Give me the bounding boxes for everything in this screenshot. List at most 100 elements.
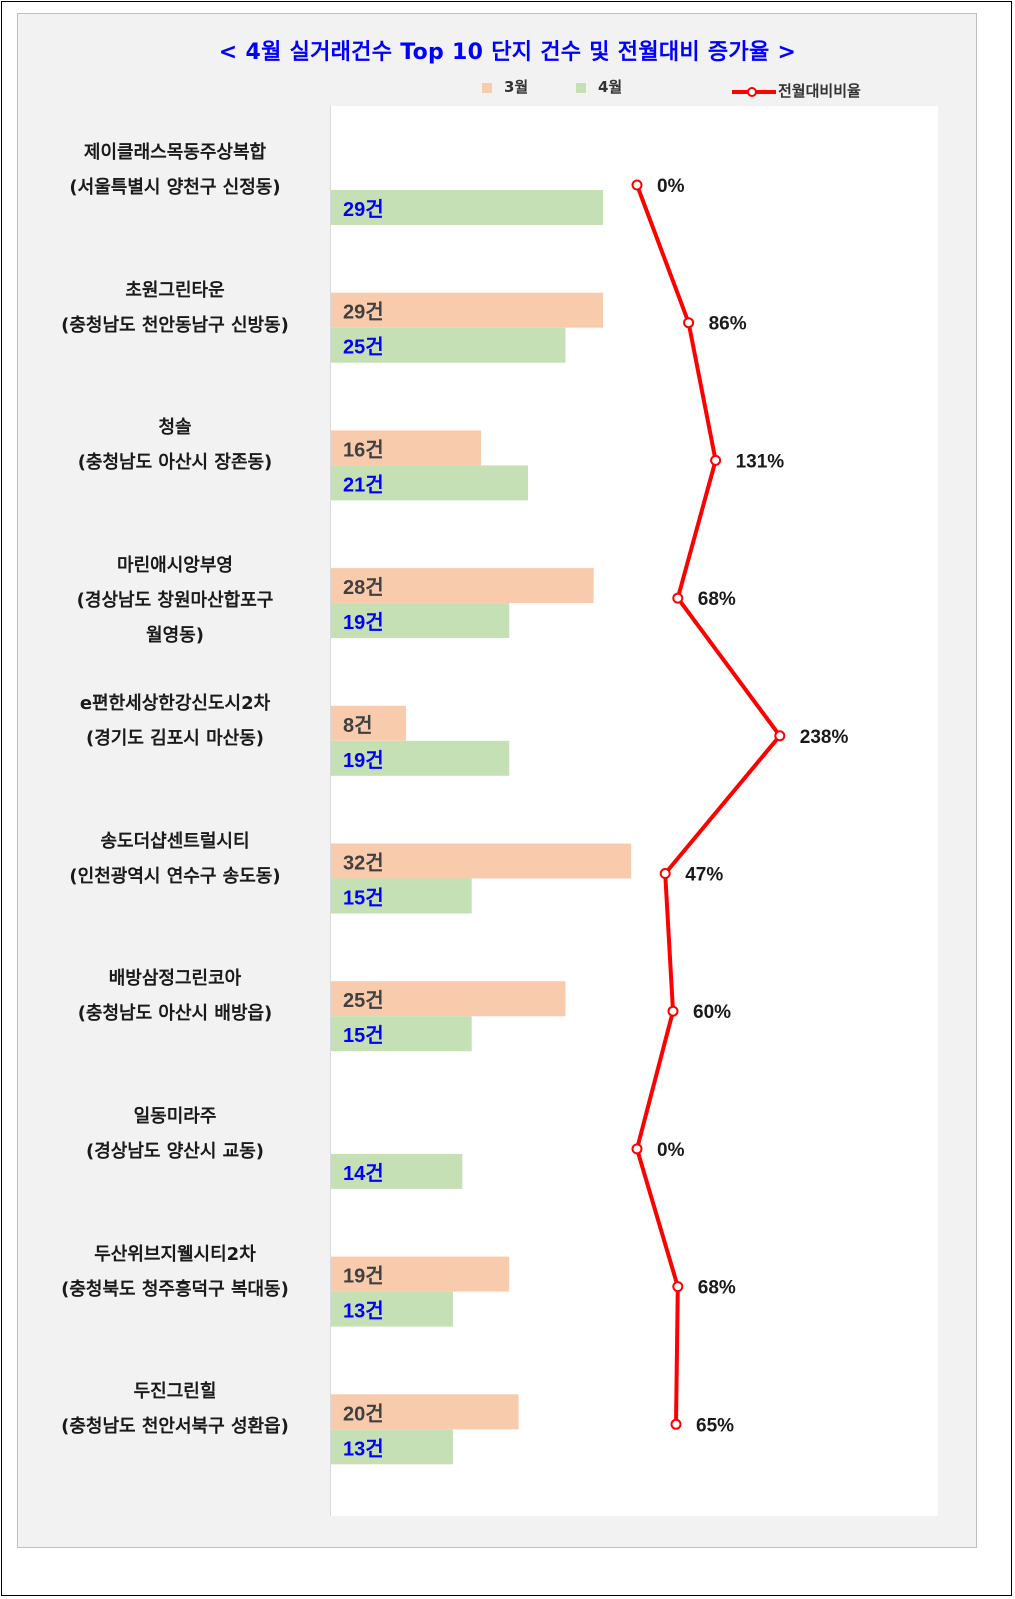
data-label-march: 8건 — [343, 714, 373, 737]
data-label-april: 21건 — [343, 473, 384, 496]
category-label-line: (경상남도 창원마산합포구 — [76, 589, 274, 611]
legend-label-march: 3월 — [504, 78, 529, 96]
data-label-april: 25건 — [343, 336, 384, 359]
category-label-line: 송도더샵센트럴시티 — [100, 830, 250, 852]
ratio-point — [631, 1143, 643, 1155]
ratio-point — [670, 1418, 682, 1430]
bar-april — [331, 190, 604, 225]
category-label-line: (경상남도 양산시 교동) — [85, 1140, 265, 1162]
ratio-point — [710, 454, 722, 466]
data-label-march: 20건 — [343, 1402, 384, 1425]
bar-march — [331, 705, 407, 741]
category-label: 두진그린힐 (충청남도 천안서북구 성환읍) — [30, 1374, 320, 1444]
bar-april — [331, 1429, 453, 1465]
bar-march — [331, 1394, 519, 1430]
data-label-april: 15건 — [343, 1024, 384, 1047]
category-label-line: 제이클래스목동주상복합 — [83, 142, 267, 163]
ratio-data-label: 68% — [698, 1278, 736, 1299]
category-label-line: 두산위브지웰시티2차 — [94, 1243, 256, 1265]
category-label: 일동미라주 (경상남도 양산시 교동) — [30, 1099, 320, 1169]
ratio-point — [672, 592, 684, 604]
category-label: e편한세상한강신도시2차 (경기도 김포시 마산동) — [30, 686, 320, 756]
bar-april — [331, 465, 528, 501]
data-label-april: 29건 — [343, 198, 384, 221]
legend-item-ratio: 전월대비비율 — [730, 80, 861, 101]
category-label-line: 월영동) — [146, 624, 204, 646]
ratio-data-label: 68% — [698, 589, 736, 610]
category-label-line: 초원그린타운 — [125, 279, 225, 301]
category-label: 송도더샵센트럴시티 (인천광역시 연수구 송도동) — [30, 824, 320, 894]
category-label-line: (경기도 김포시 마산동) — [85, 727, 265, 749]
category-label-line: (서울특별시 양천구 신정동) — [69, 177, 281, 198]
ratio-data-label: 238% — [800, 727, 849, 748]
ratio-data-label: 0% — [657, 176, 685, 197]
legend-item-april: 4월 — [576, 76, 622, 97]
ratio-data-label: 131% — [736, 451, 785, 472]
ratio-point — [774, 730, 786, 742]
bar-march — [331, 568, 594, 604]
category-axis-line — [330, 106, 331, 1516]
category-label-line: 두진그린힐 — [133, 1381, 217, 1403]
data-label-april: 13건 — [343, 1300, 384, 1323]
ratio-point — [672, 1281, 684, 1293]
legend-item-march: 3월 — [482, 76, 528, 97]
category-label-line: (충청남도 천안서북구 성환읍) — [61, 1416, 289, 1438]
ratio-point — [659, 868, 671, 879]
category-label: 배방삼정그린코아 (충청남도 아산시 배방읍) — [30, 961, 320, 1031]
bar-april — [331, 1016, 472, 1052]
ratio-line — [634, 184, 783, 1425]
category-label: 두산위브지웰시티2차 (충청북도 청주흥덕구 복대동) — [30, 1237, 320, 1307]
ratio-data-label: 65% — [696, 1415, 734, 1436]
category-label-line: 배방삼정그린코아 — [108, 968, 242, 990]
bar-march — [331, 981, 566, 1017]
category-label-line: (충청남도 아산시 배방읍) — [77, 1003, 273, 1025]
category-label-line: (충청남도 천안동남구 신방동) — [61, 314, 289, 336]
ratio-data-label: 0% — [657, 1140, 685, 1161]
ratio-point — [683, 317, 695, 329]
category-label-line: 일동미라주 — [133, 1105, 217, 1127]
category-label-line: (인천광역시 연수구 송도동) — [69, 865, 281, 887]
data-label-april: 15건 — [343, 887, 384, 910]
legend-swatch-april — [576, 82, 586, 93]
legend-label-april: 4월 — [598, 78, 623, 96]
data-label-march: 32건 — [343, 852, 384, 875]
bar-april — [331, 740, 510, 776]
ratio-data-label: 47% — [685, 865, 723, 886]
ratio-point — [667, 1005, 679, 1017]
ratio-point — [631, 179, 643, 191]
category-label: 청솔 (충청남도 아산시 장존동) — [30, 410, 320, 480]
category-label: 제이클래스목동주상복합 (서울특별시 양천구 신정동) — [30, 135, 320, 205]
category-label-line: 청솔 — [158, 417, 192, 439]
ratio-data-label: 60% — [693, 1002, 731, 1023]
bar-april — [331, 878, 472, 914]
legend-swatch-march — [482, 82, 492, 93]
chart-title: < 4월 실거래건수 Top 10 단지 건수 및 전월대비 증가율 > — [218, 40, 797, 65]
data-label-march: 29건 — [343, 301, 384, 324]
bar-april — [331, 1153, 463, 1189]
data-label-april: 19건 — [343, 749, 384, 772]
bar-march — [331, 430, 482, 466]
bar-april — [331, 603, 510, 639]
bar-march — [331, 843, 632, 879]
data-label-march: 19건 — [343, 1265, 384, 1288]
data-label-april: 14건 — [343, 1162, 384, 1185]
category-label: 초원그린타운 (충청남도 천안동남구 신방동) — [30, 273, 320, 343]
data-label-april: 19건 — [343, 611, 384, 634]
bar-march — [331, 292, 604, 328]
category-label-line: (충청남도 아산시 장존동) — [77, 452, 273, 474]
bar-march — [331, 1256, 510, 1292]
bar-april — [331, 1291, 453, 1327]
category-label-line: 마린애시앙부영 — [117, 554, 233, 576]
category-label-line: (충청북도 청주흥덕구 복대동) — [61, 1278, 289, 1300]
data-label-march: 16건 — [343, 438, 384, 461]
category-label-line: e편한세상한강신도시2차 — [79, 692, 271, 714]
data-label-march: 28건 — [343, 576, 384, 599]
bar-april — [331, 327, 566, 363]
data-label-april: 13건 — [343, 1437, 384, 1460]
ratio-data-label: 86% — [709, 314, 747, 335]
data-label-march: 25건 — [343, 989, 384, 1012]
legend-label-ratio: 전월대비비율 — [778, 82, 861, 100]
legend-line-ratio-icon — [732, 86, 776, 97]
